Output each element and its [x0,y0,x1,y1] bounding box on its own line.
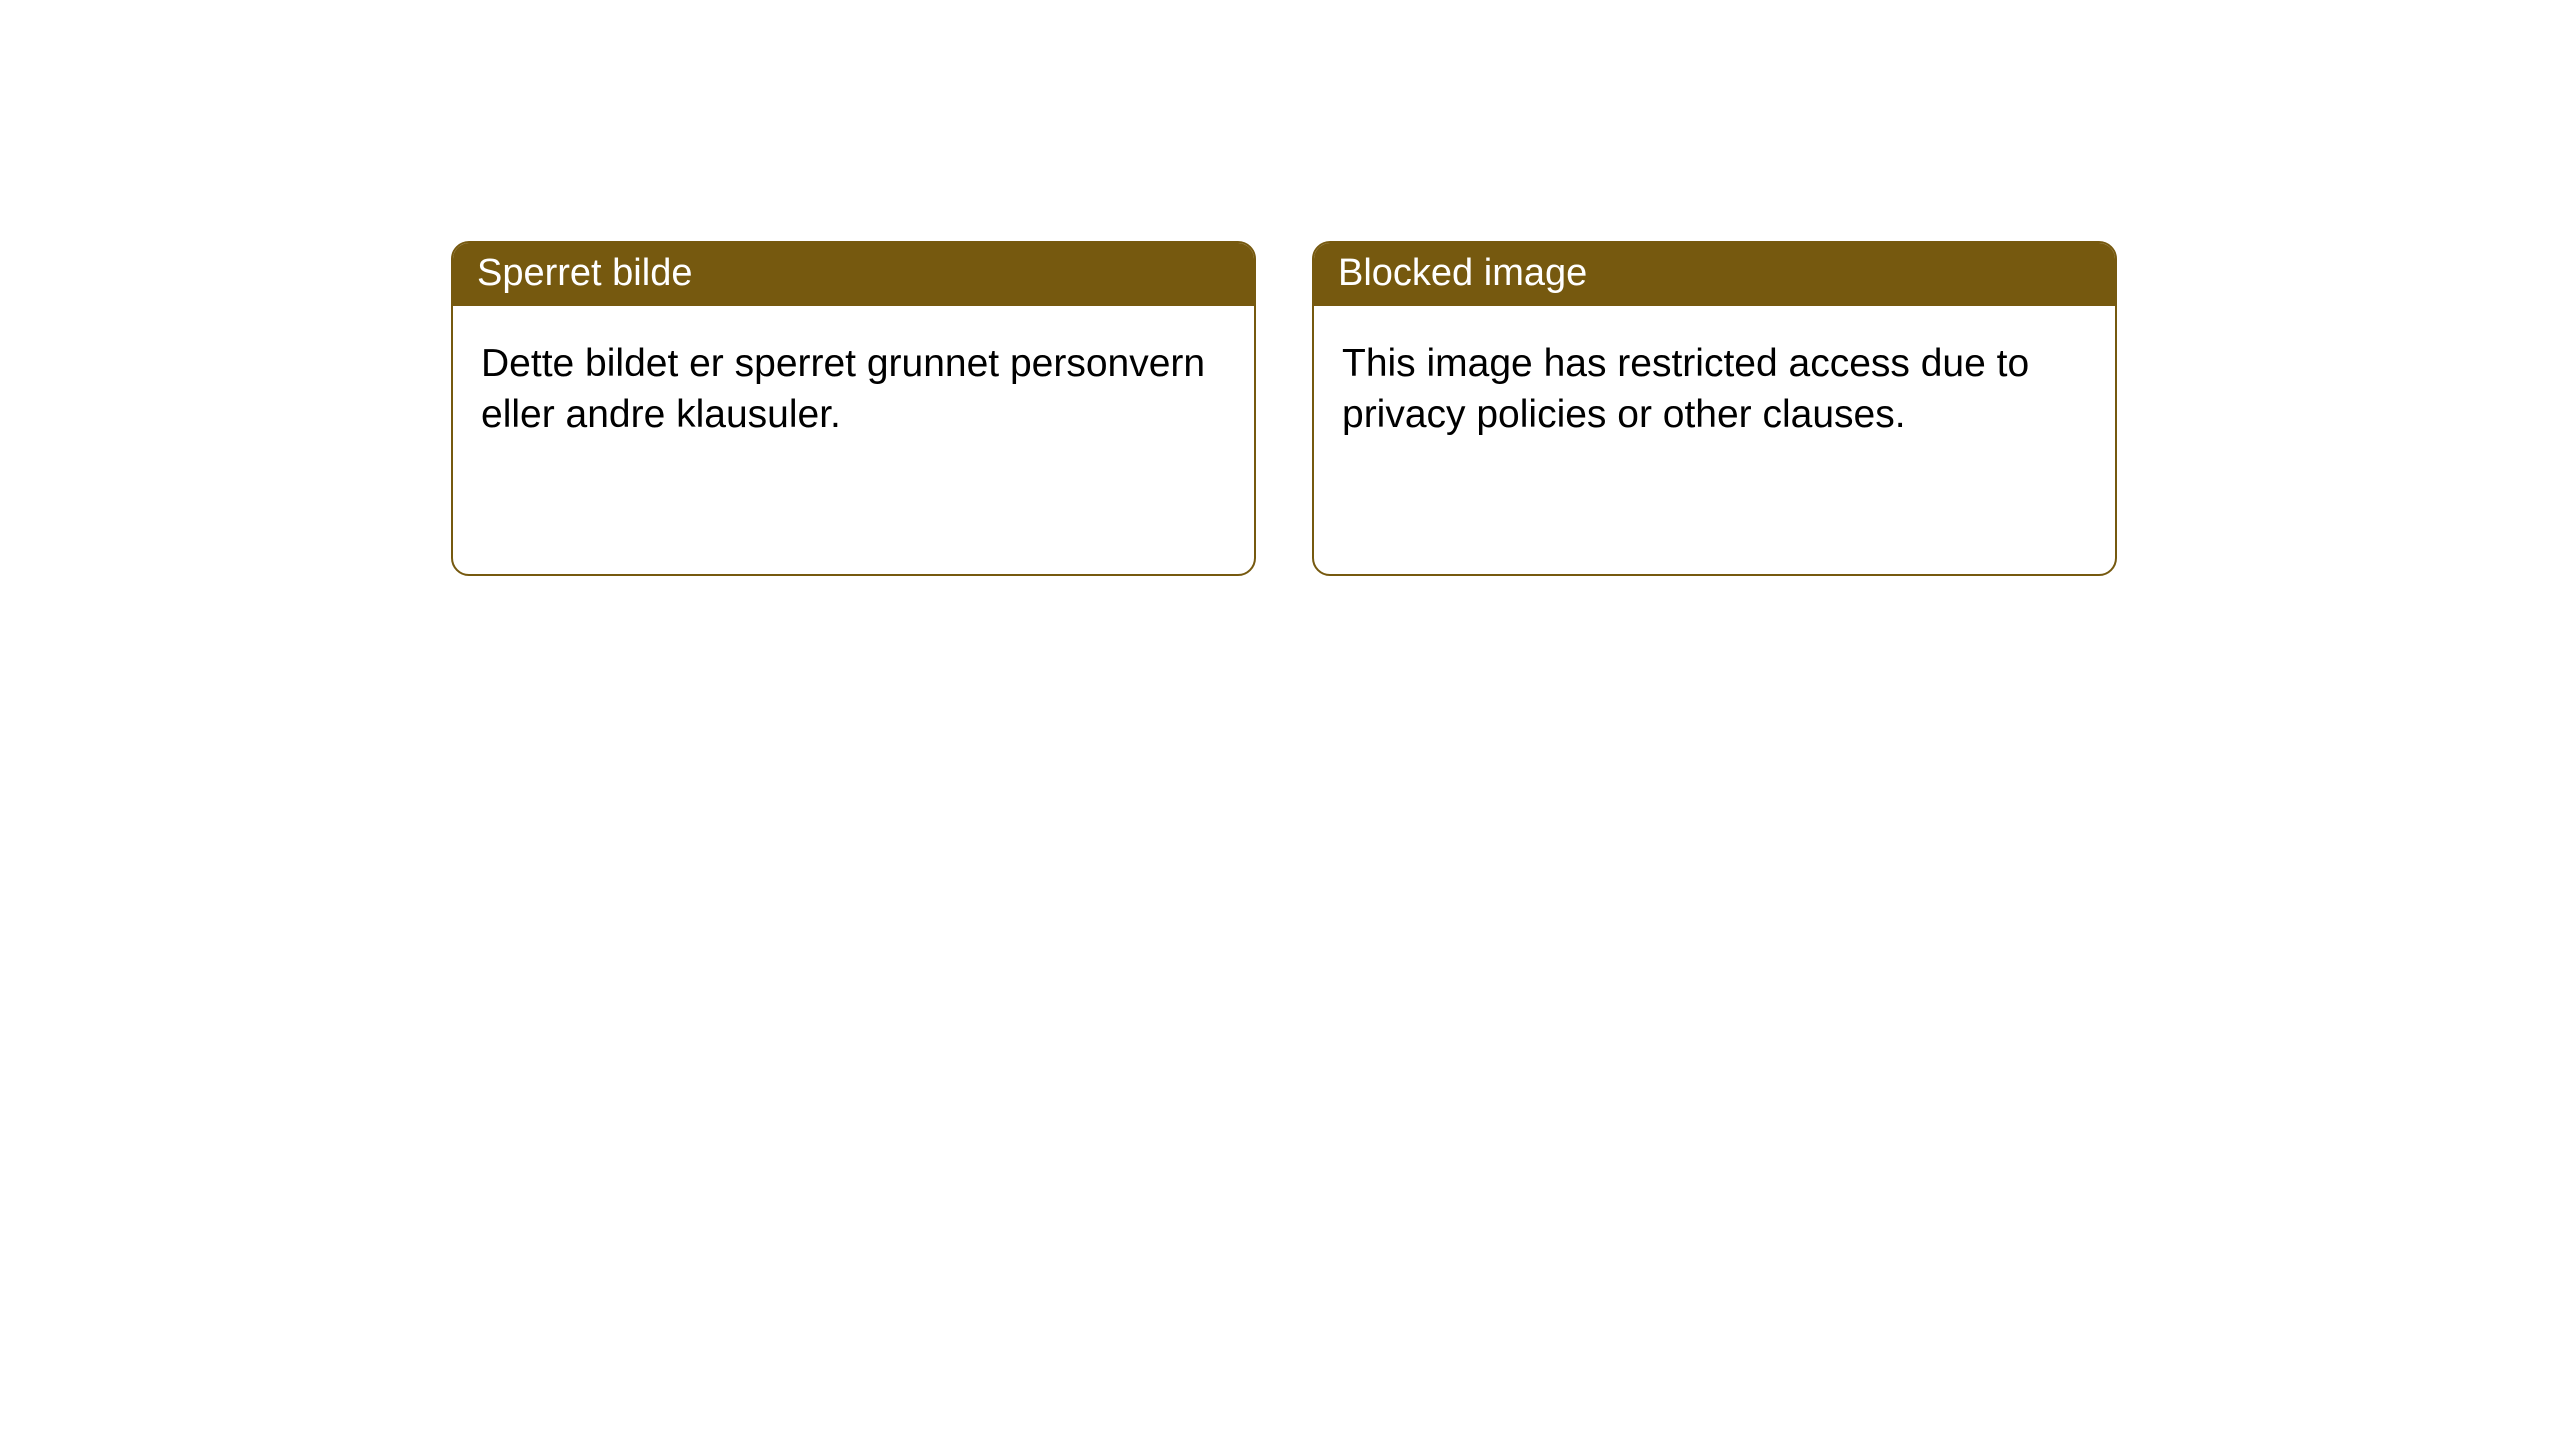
notice-header-english: Blocked image [1314,243,2115,306]
notice-box-norwegian: Sperret bilde Dette bildet er sperret gr… [451,241,1256,576]
notice-box-english: Blocked image This image has restricted … [1312,241,2117,576]
notice-body-english: This image has restricted access due to … [1314,306,2115,473]
notice-header-norwegian: Sperret bilde [453,243,1254,306]
notices-container: Sperret bilde Dette bildet er sperret gr… [0,0,2560,576]
notice-body-norwegian: Dette bildet er sperret grunnet personve… [453,306,1254,473]
